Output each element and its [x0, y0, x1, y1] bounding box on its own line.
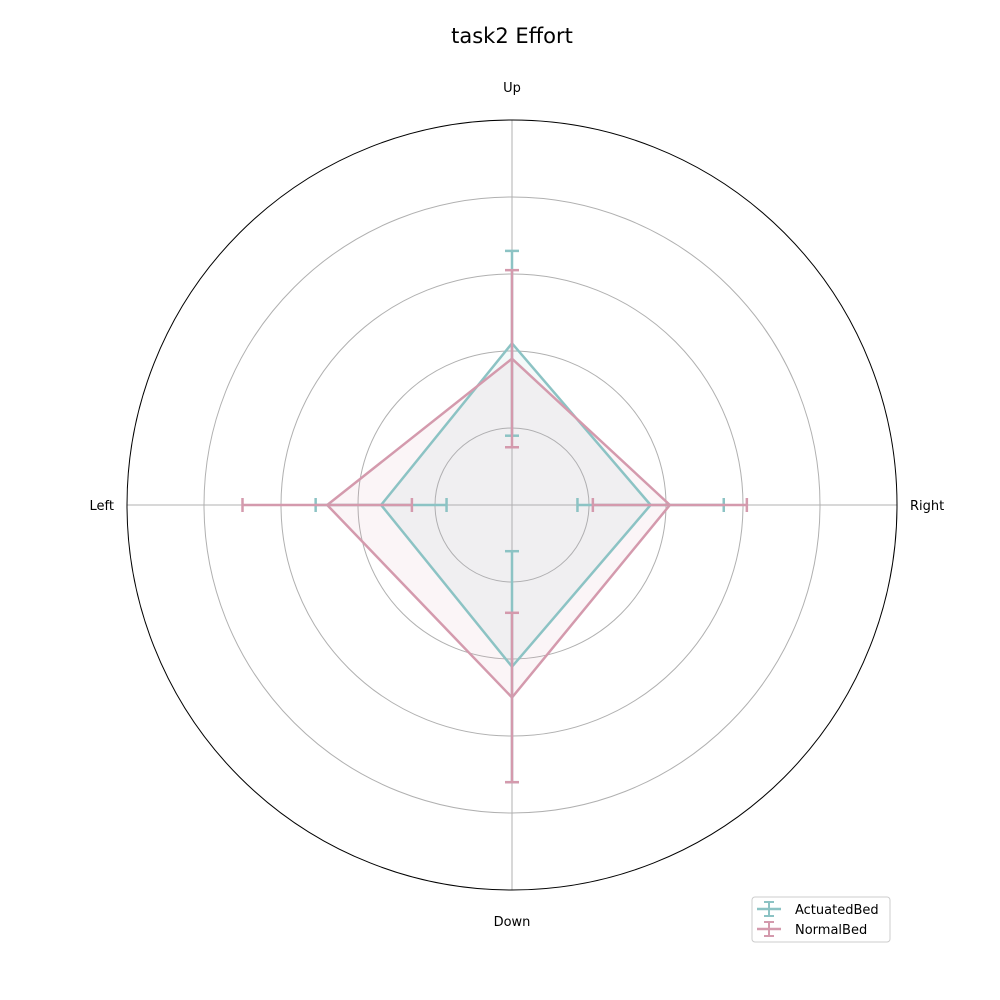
series-fill-actuatedbed: [381, 343, 651, 667]
error-bar-normalbed-left: [241, 498, 414, 512]
outer-frame: [126, 119, 898, 891]
error-bars: [241, 249, 749, 784]
axis-label-right: Right: [910, 499, 944, 514]
legend: ActuatedBed NormalBed: [751, 896, 891, 943]
legend-item-actuatedbed: ActuatedBed: [757, 901, 879, 918]
axis-label-down: Down: [494, 915, 531, 930]
error-bar-normalbed-right: [591, 498, 749, 512]
error-bar-normalbed-up: [505, 268, 519, 449]
legend-label: NormalBed: [795, 923, 867, 938]
axis-label-up: Up: [503, 81, 521, 96]
axis-labels: Right Up Left Down: [90, 81, 945, 930]
legend-label: ActuatedBed: [795, 903, 879, 918]
legend-frame: [751, 896, 891, 943]
axis-label-left: Left: [90, 499, 114, 514]
error-bar-normalbed-down: [505, 611, 519, 784]
legend-item-normalbed: NormalBed: [757, 921, 867, 938]
series-fill-normalbed: [327, 358, 670, 698]
series-fills: [327, 343, 670, 698]
chart-title: task2 Effort: [451, 24, 573, 48]
